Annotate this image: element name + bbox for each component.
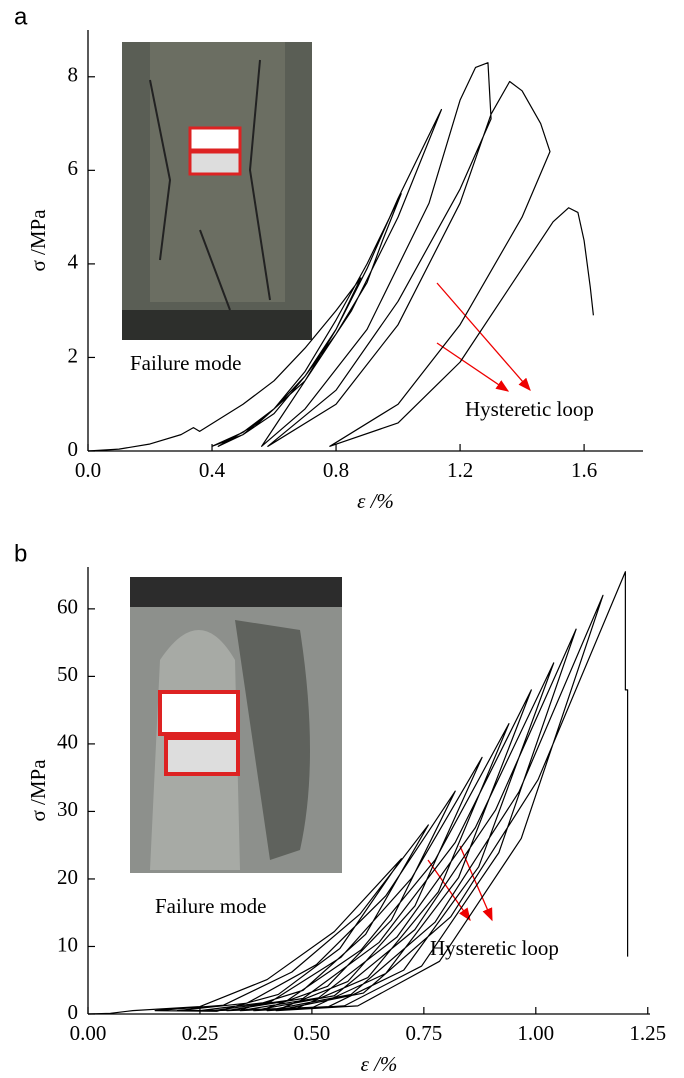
y-tick-label: 30	[57, 797, 78, 821]
x-tick-label: 1.6	[571, 458, 597, 482]
x-tick-label: 0.50	[294, 1021, 331, 1045]
y-tick-label: 8	[68, 63, 79, 87]
y-tick-label: 20	[57, 865, 78, 889]
y-tick-label: 40	[57, 730, 78, 754]
y-tick-label: 0	[68, 437, 79, 461]
annotation: Hysteretic loop	[430, 936, 559, 960]
y-tick-label: 4	[68, 250, 79, 274]
x-tick-label: 0.8	[323, 458, 349, 482]
y-tick-label: 50	[57, 662, 78, 686]
x-axis-label: ε /%	[361, 1052, 398, 1076]
x-tick-label: 0.4	[199, 458, 226, 482]
panel-label: a	[14, 3, 28, 30]
data-line	[87, 571, 629, 1015]
y-tick-label: 60	[57, 595, 78, 619]
y-tick-label: 6	[68, 156, 79, 180]
y-axis-label: σ /MPa	[26, 759, 50, 822]
x-tick-label: 0.0	[75, 458, 101, 482]
annotation: Failure mode	[130, 351, 241, 375]
annotation: Failure mode	[155, 894, 266, 918]
photo-a	[122, 42, 312, 340]
x-tick-label: 0.75	[405, 1021, 442, 1045]
x-tick-label: 1.25	[629, 1021, 666, 1045]
data-line	[87, 62, 594, 452]
x-tick-label: 1.00	[517, 1021, 554, 1045]
y-axis-label: σ /MPa	[26, 209, 50, 272]
panel-label: b	[14, 540, 27, 567]
y-tick-label: 2	[68, 343, 79, 367]
photo-b	[130, 577, 342, 873]
y-tick-label: 10	[57, 932, 78, 956]
annotation: Hysteretic loop	[465, 397, 594, 421]
x-tick-label: 0.25	[182, 1021, 219, 1045]
x-tick-label: 1.2	[447, 458, 473, 482]
y-tick-label: 0	[68, 1000, 79, 1024]
x-axis-label: ε /%	[357, 489, 394, 513]
x-tick-label: 0.00	[70, 1021, 107, 1045]
